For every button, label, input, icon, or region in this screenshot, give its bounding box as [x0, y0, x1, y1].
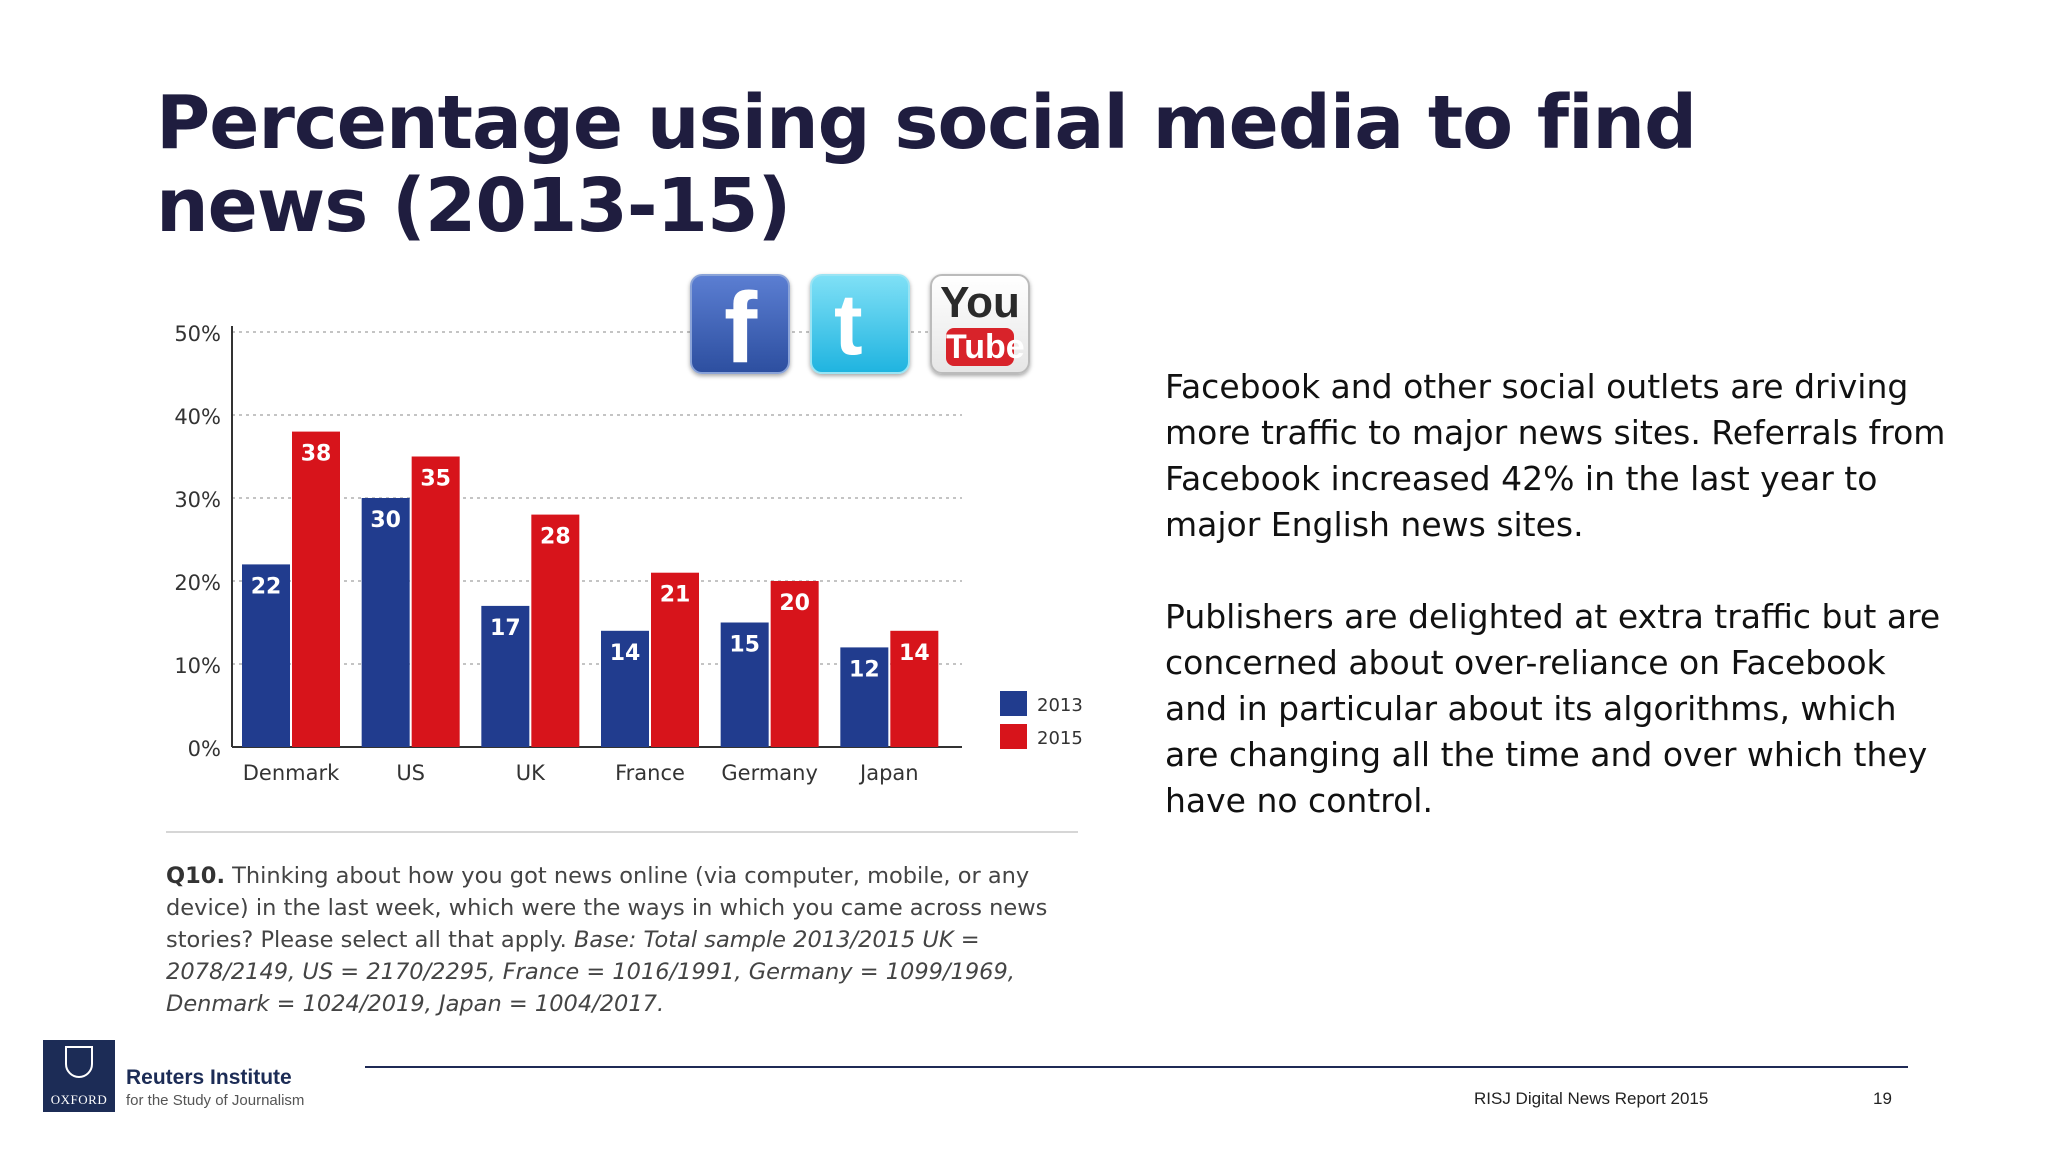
bar-value-label: 35: [420, 467, 451, 492]
x-tick-label: Japan: [858, 761, 919, 785]
bar-2013: [840, 647, 889, 747]
crest-icon: [65, 1046, 93, 1078]
social-logos: f t You Tube: [690, 274, 1040, 378]
x-tick-label: US: [396, 761, 425, 785]
bar-value-label: 20: [779, 591, 810, 616]
bar-value-label: 15: [729, 633, 760, 658]
chart-divider: [166, 831, 1078, 833]
bar-chart: 0% 10% 20% 30% 40% 50% 22 38 Denmark 30 35 US 17 28 UK…: [174, 322, 1083, 785]
y-tick-label: 30%: [174, 488, 221, 512]
x-tick-label: France: [615, 761, 685, 785]
bar-2013: [720, 622, 769, 747]
legend-label: 2013: [1037, 695, 1083, 716]
commentary-paragraph-1: Facebook and other social outlets are dr…: [1165, 367, 1946, 544]
commentary-paragraph-2: Publishers are delighted at extra traffi…: [1165, 597, 1941, 820]
y-tick-label: 50%: [174, 322, 221, 346]
facebook-icon: f: [690, 274, 790, 374]
y-tick-label: 20%: [174, 571, 221, 595]
bar-2015: [411, 456, 460, 747]
x-tick-label: Denmark: [243, 761, 340, 785]
bar-2015: [651, 572, 699, 747]
twitter-icon: t: [810, 274, 910, 374]
bar-2013: [601, 630, 649, 747]
bar-value-label: 30: [370, 508, 401, 533]
footer-rule: [365, 1066, 1908, 1068]
bar-value-label: 28: [540, 525, 571, 550]
page-number: 19: [1873, 1089, 1892, 1108]
bar-value-label: 14: [899, 641, 930, 666]
oxford-logo: OXFORD: [43, 1040, 115, 1112]
x-tick-label: UK: [516, 761, 546, 785]
bar-2015: [890, 630, 939, 747]
question-text: Thinking about how you got news online (…: [166, 863, 1048, 953]
legend-label: 2015: [1037, 728, 1083, 749]
footer-report: RISJ Digital News Report 2015: [1474, 1089, 1709, 1108]
y-tick-label: 0%: [188, 737, 221, 761]
bar-2013: [361, 498, 410, 747]
legend-swatch: [1000, 724, 1027, 749]
bar-value-label: 17: [490, 616, 521, 641]
bar-value-label: 12: [849, 657, 880, 682]
bar-2015: [531, 514, 580, 747]
bar-value-label: 22: [251, 574, 282, 599]
bar-value-label: 14: [610, 641, 641, 666]
commentary: Facebook and other social outlets are dr…: [1165, 364, 1955, 870]
bar-2015: [292, 431, 340, 747]
legend-swatch: [1000, 691, 1027, 716]
bar-2015: [770, 581, 819, 747]
bar-value-label: 21: [660, 583, 691, 608]
youtube-icon: You Tube: [930, 274, 1030, 374]
slide-title: Percentage using social media to find ne…: [156, 80, 1697, 249]
y-tick-label: 10%: [174, 654, 221, 678]
x-tick-label: Germany: [721, 761, 818, 785]
institute-subtitle: for the Study of Journalism: [126, 1092, 305, 1109]
y-tick-label: 40%: [174, 405, 221, 429]
institute-name: Reuters Institute: [126, 1066, 292, 1089]
question-number: Q10.: [166, 863, 225, 889]
survey-question: Q10. Thinking about how you got news onl…: [166, 860, 1086, 1020]
bar-2013: [481, 605, 530, 747]
bar-value-label: 38: [301, 442, 332, 467]
question-base: Base: Total sample 2013/2015 UK = 2078/2…: [166, 927, 1015, 1017]
bar-2013: [242, 564, 290, 747]
